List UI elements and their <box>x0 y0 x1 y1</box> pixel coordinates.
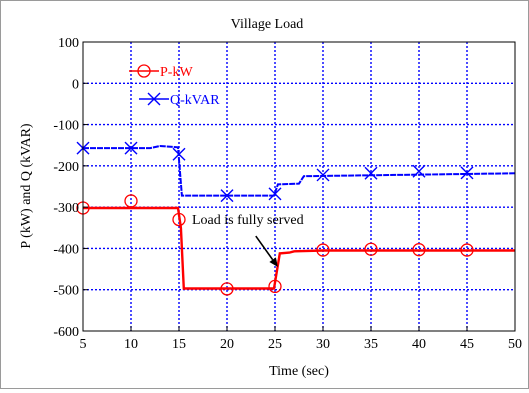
data-point-p-kw <box>364 242 378 256</box>
annotation-arrow <box>255 235 274 261</box>
x-tick-label: 45 <box>460 337 474 352</box>
legend-marker-q-kvar <box>147 92 161 106</box>
data-point-q-kvar <box>172 147 186 161</box>
y-tick-label: 100 <box>58 36 79 51</box>
x-tick-label: 25 <box>268 337 282 352</box>
tick-layer: 5 10 15 20 25 30 35 40 45 50 100 0 -100 -200 -300 -400 -… <box>53 36 522 352</box>
series-layer <box>76 141 516 296</box>
x-tick-label: 50 <box>508 337 522 352</box>
data-point-p-kw <box>172 212 186 227</box>
data-point-p-kw <box>316 243 330 257</box>
data-point-q-kvar <box>364 166 378 180</box>
data-point-p-kw <box>412 243 426 257</box>
y-tick-label: -300 <box>53 201 79 216</box>
data-point-q-kvar <box>268 187 282 201</box>
data-point-q-kvar <box>412 164 426 178</box>
plot-border <box>82 41 516 332</box>
legend-entry-p-kw: P-kW <box>129 64 193 80</box>
legend-entry-q-kvar: Q-kVAR <box>139 92 220 108</box>
chart-title: Village Load <box>231 17 304 32</box>
y-tick-label: -200 <box>53 160 79 175</box>
legend-label-p-kw: P-kW <box>160 65 193 80</box>
annotation: Load is fully served <box>192 213 304 268</box>
x-axis-label: Time (sec) <box>269 364 329 379</box>
x-tick-label: 5 <box>80 337 87 352</box>
data-point-p-kw <box>268 279 282 294</box>
data-point-q-kvar <box>316 168 330 182</box>
data-point-q-kvar <box>124 141 138 155</box>
x-tick-label: 35 <box>364 337 378 352</box>
y-tick-label: 0 <box>72 77 79 92</box>
legend-marker-p-kw <box>137 64 151 78</box>
series-p-kw <box>76 194 515 296</box>
y-tick-label: -100 <box>53 119 79 134</box>
x-tick-label: 30 <box>316 337 330 352</box>
x-tick-label: 40 <box>412 337 426 352</box>
data-point-p-kw <box>460 243 474 257</box>
series-q-kvar <box>76 141 516 203</box>
data-point-p-kw <box>124 194 138 208</box>
x-tick-label: 10 <box>124 337 138 352</box>
data-point-p-kw <box>220 282 234 296</box>
plot-background <box>83 42 515 331</box>
series-line-p-kw <box>83 206 515 290</box>
x-tick-label: 20 <box>220 337 234 352</box>
legend-label-q-kvar: Q-kVAR <box>170 93 220 108</box>
y-tick-label: -600 <box>53 325 79 340</box>
data-point-q-kvar <box>220 189 234 203</box>
legend: P-kW Q-kVAR <box>129 64 220 108</box>
series-line-q-kvar <box>83 144 516 197</box>
data-point-q-kvar <box>460 166 474 180</box>
x-tick-label: 15 <box>172 337 186 352</box>
annotation-arrowhead <box>269 257 278 268</box>
y-tick-label: -500 <box>53 284 79 299</box>
y-tick-label: -400 <box>53 242 79 257</box>
y-axis-label: P (kW) and Q (kVAR) <box>19 123 34 249</box>
annotation-text: Load is fully served <box>192 213 304 228</box>
